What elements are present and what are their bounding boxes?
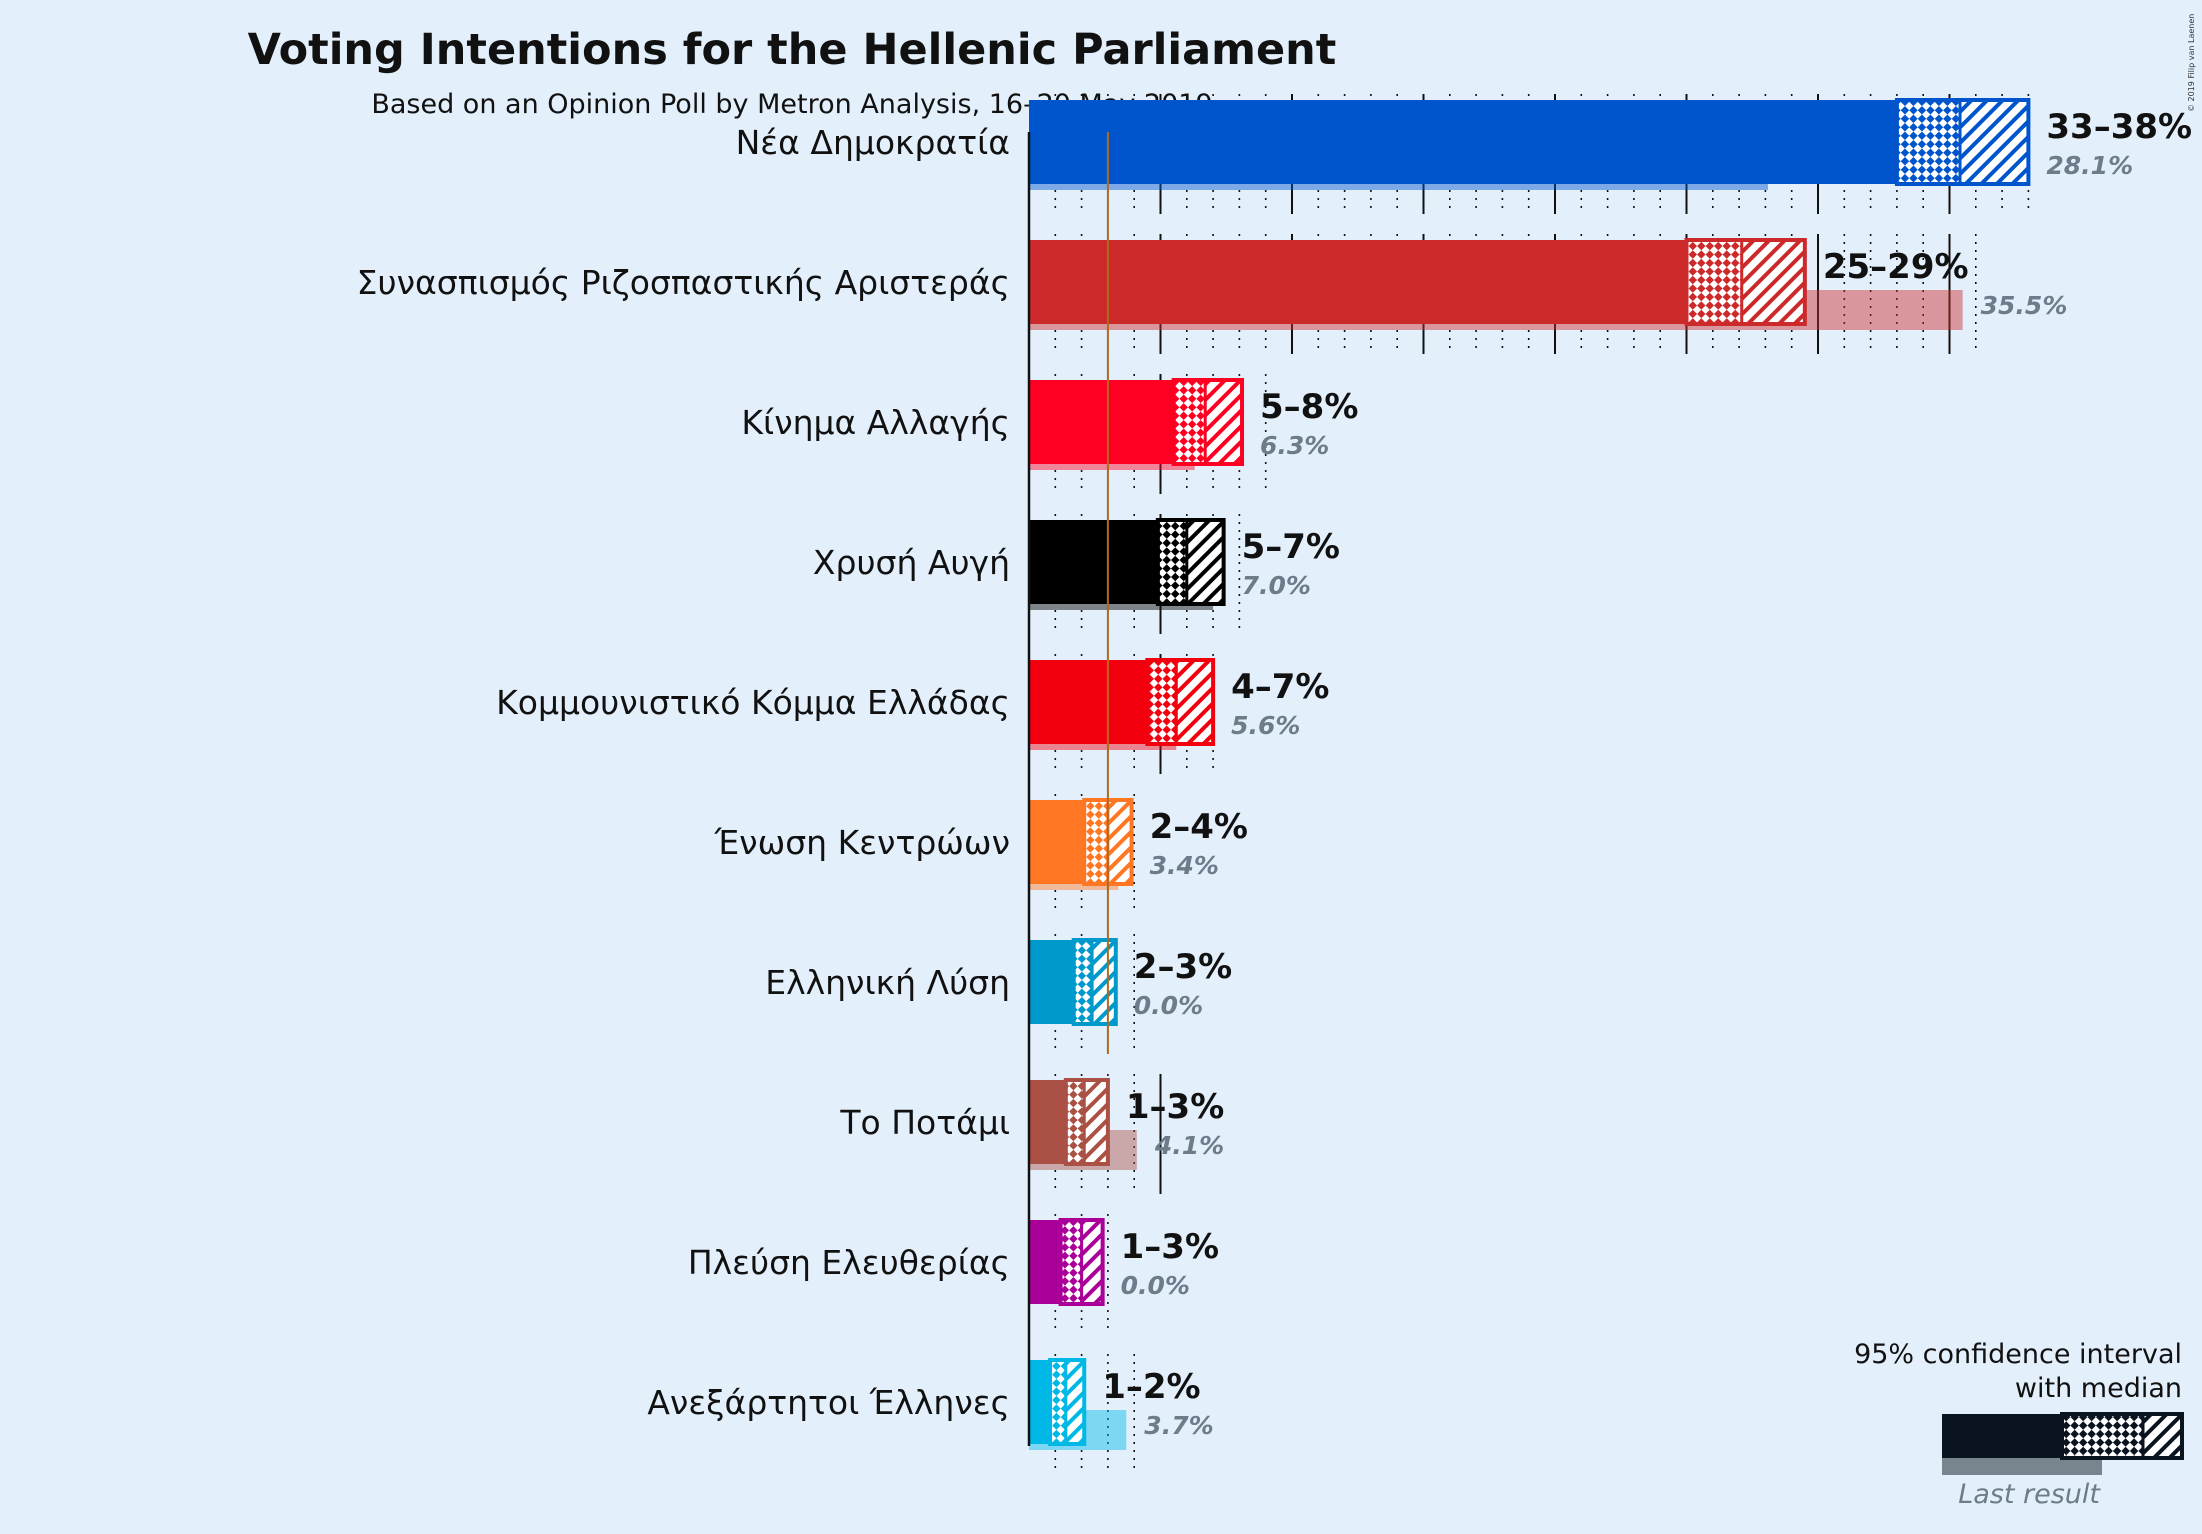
party-row: Συνασπισμός Ριζοσπαστικής Αριστεράς 25–29… [357,238,2068,330]
party-row: Χρυσή Αυγή 5–7% 7.0% [813,518,1340,610]
party-label: Πλεύση Ελευθερίας [688,1243,1010,1282]
last-result-label: 28.1% [2046,151,2133,180]
range-label: 1–2% [1102,1367,1200,1407]
last-result-label: 0.0% [1134,991,1203,1020]
range-label: 1–3% [1126,1087,1224,1127]
range-label: 4–7% [1231,667,1329,707]
party-label: Κίνημα Αλλαγής [741,403,1010,442]
last-result-label: 7.0% [1242,571,1311,600]
interval-outline [1684,238,1807,326]
interval-outline [1171,378,1245,466]
interval-upper-hatch [1176,660,1214,744]
interval-outline [1063,1078,1110,1166]
interval-solid-bar [1029,240,1687,324]
interval-outline [1071,938,1118,1026]
legend-solid-bar [1942,1414,2062,1458]
legend-line1: 95% confidence interval [1854,1339,2182,1370]
interval-solid-bar [1029,1220,1061,1304]
legend-crosshatch [2062,1414,2143,1458]
interval-upper-hatch [1960,100,2029,184]
range-label: 5–7% [1242,527,1340,567]
interval-lower-hatch [1147,660,1177,744]
party-label: Συνασπισμός Ριζοσπαστικής Αριστεράς [357,263,1010,302]
party-label: Το Ποτάμι [839,1103,1010,1142]
party-row: Νέα Δημοκρατία 33–38% 28.1% [736,98,2192,190]
party-label: Ελληνική Λύση [765,963,1010,1002]
chart-title: Voting Intentions for the Hellenic Parli… [248,25,1337,75]
interval-lower-hatch [1084,800,1108,884]
range-label: 2–4% [1150,807,1248,847]
party-label: Χρυσή Αυγή [813,543,1010,582]
interval-solid-bar [1029,1360,1051,1444]
interval-solid-bar [1029,380,1174,464]
interval-lower-hatch [1686,240,1742,324]
party-row: Ένωση Κεντρώων 2–4% 3.4% [714,798,1248,890]
party-label: Κομμουνιστικό Κόμμα Ελλάδας [496,683,1010,722]
party-row: Κίνημα Αλλαγής 5–8% 6.3% [741,378,1358,470]
interval-solid-bar [1029,660,1148,744]
party-label: Ανεξάρτητοι Έλληνες [647,1383,1010,1422]
interval-lower-hatch [1065,1080,1085,1164]
range-label: 5–8% [1260,387,1358,427]
last-result-label: 0.0% [1121,1271,1190,1300]
range-label: 1–3% [1121,1227,1219,1267]
range-label: 25–29% [1823,247,1969,287]
interval-outline [1145,658,1216,746]
interval-upper-hatch [1092,940,1116,1024]
legend-outline [2060,1412,2184,1460]
last-result-label: 3.4% [1150,851,1219,880]
party-label: Νέα Δημοκρατία [736,123,1010,162]
last-result-label: 6.3% [1260,431,1329,460]
party-label: Ένωση Κεντρώων [714,823,1010,862]
last-result-label: 5.6% [1231,711,1300,740]
legend-line2: with median [2015,1373,2182,1404]
interval-lower-hatch [1073,940,1093,1024]
party-row: Ανεξάρτητοι Έλληνες 1–2% 3.7% [647,1358,1214,1450]
copyright: © 2019 Filip van Laenen [2187,14,2196,112]
last-result-label: 35.5% [1981,291,2068,320]
interval-solid-bar [1029,100,1897,184]
interval-upper-hatch [1065,1360,1085,1444]
bars: Νέα Δημοκρατία 33–38% 28.1% Συνασπισμός Ριζ… [357,98,2192,1450]
party-row: Κομμουνιστικό Κόμμα Ελλάδας 4–7% 5.6% [496,658,1329,750]
interval-upper-hatch [1205,380,1243,464]
legend: 95% confidence interval with median Last… [1854,1339,2184,1510]
last-result-label: 3.7% [1144,1411,1213,1440]
interval-lower-hatch [1173,380,1206,464]
party-row: Πλεύση Ελευθερίας 1–3% 0.0% [688,1218,1219,1306]
interval-lower-hatch [1896,100,1961,184]
party-row: Ελληνική Λύση 2–3% 0.0% [765,938,1232,1026]
interval-solid-bar [1029,520,1158,604]
interval-upper-hatch [1107,800,1132,884]
interval-lower-hatch [1050,1360,1066,1444]
interval-solid-bar [1029,800,1085,884]
interval-upper-hatch [1186,520,1224,604]
range-label: 33–38% [2046,107,2192,147]
party-row: Το Ποτάμι 1–3% 4.1% [839,1078,1224,1170]
interval-outline [1155,518,1226,606]
legend-last-label: Last result [1958,1479,2101,1510]
interval-lower-hatch [1157,520,1187,604]
interval-solid-bar [1029,940,1074,1024]
interval-solid-bar [1029,1080,1066,1164]
interval-outline [1894,98,2031,186]
range-label: 2–3% [1134,947,1232,987]
last-result-label: 4.1% [1154,1131,1224,1160]
interval-upper-hatch [1081,1220,1103,1304]
interval-upper-hatch [1084,1080,1108,1164]
interval-upper-hatch [1741,240,1805,324]
legend-diaghatch [2143,1414,2182,1458]
interval-lower-hatch [1060,1220,1082,1304]
